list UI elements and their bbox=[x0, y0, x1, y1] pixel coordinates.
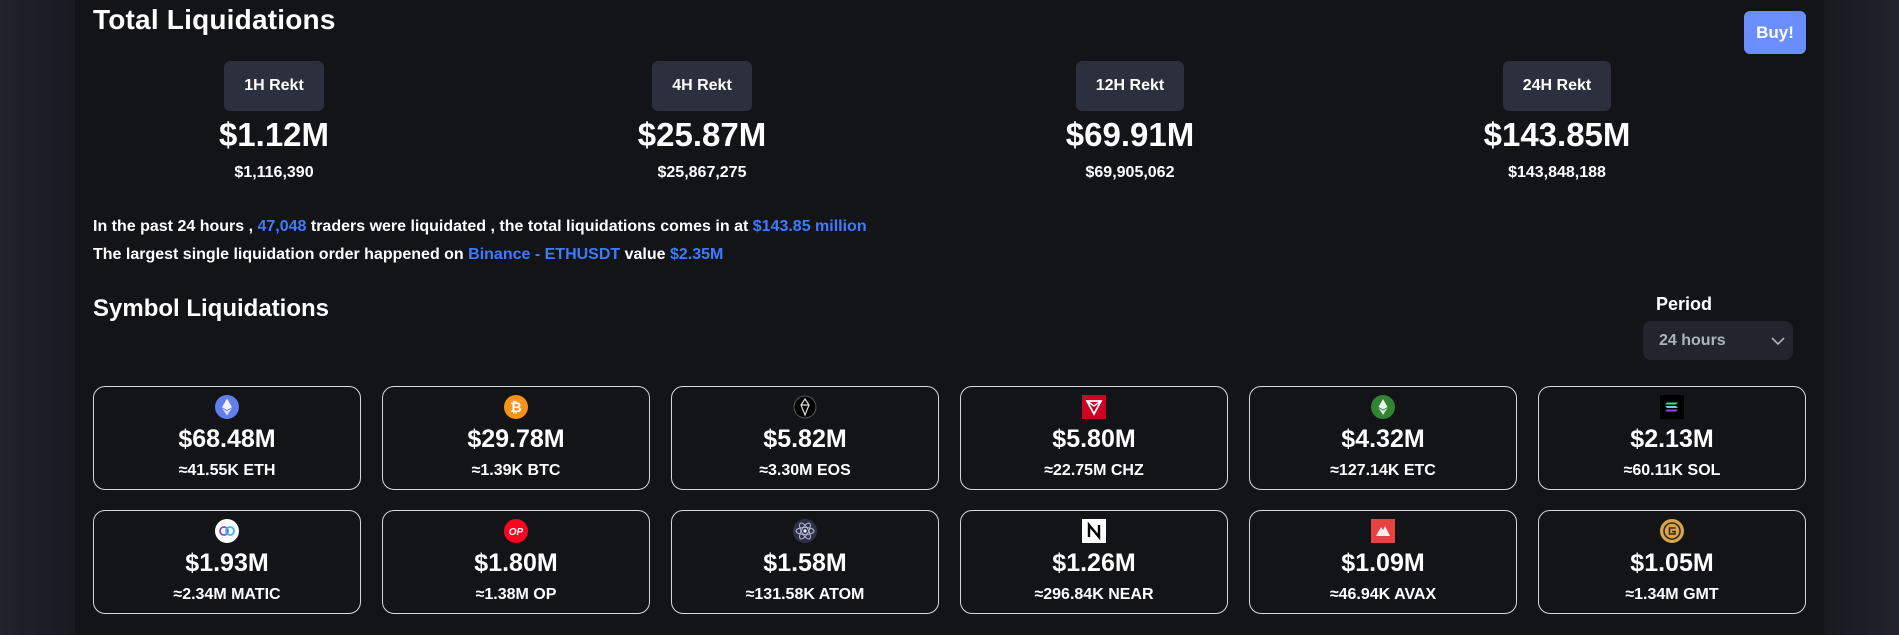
liquidation-summary: In the past 24 hours , 47,048 traders we… bbox=[93, 213, 867, 269]
symbol-card-sol[interactable]: $2.13M ≈60.11K SOL bbox=[1538, 386, 1806, 490]
avax-icon bbox=[1371, 519, 1395, 543]
card-value: $5.80M bbox=[1052, 425, 1136, 453]
rekt-value: $25.87M bbox=[637, 116, 767, 153]
near-icon bbox=[1082, 519, 1106, 543]
rekt-value: $143.85M bbox=[1483, 116, 1631, 153]
sol-icon bbox=[1660, 395, 1684, 419]
symbol-card-gmt[interactable]: $1.05M ≈1.34M GMT bbox=[1538, 510, 1806, 614]
card-amount: ≈41.55K ETH bbox=[178, 462, 276, 479]
card-value: $1.58M bbox=[763, 549, 847, 577]
summary-text: The largest single liquidation order hap… bbox=[93, 246, 464, 263]
card-value: $1.05M bbox=[1630, 549, 1714, 577]
rekt-12h: 12H Rekt $69.91M $69,905,062 bbox=[1020, 61, 1240, 182]
chz-icon bbox=[1082, 395, 1106, 419]
symbol-card-avax[interactable]: $1.09M ≈46.94K AVAX bbox=[1249, 510, 1517, 614]
rekt-exact: $25,867,275 bbox=[657, 164, 747, 181]
rekt-badge[interactable]: 4H Rekt bbox=[652, 61, 752, 111]
rekt-exact: $143,848,188 bbox=[1508, 164, 1606, 181]
largest-order-value: $2.35M bbox=[670, 246, 724, 263]
summary-text: In the past 24 hours , bbox=[93, 218, 254, 235]
symbol-card-near[interactable]: $1.26M ≈296.84K NEAR bbox=[960, 510, 1228, 614]
card-amount: ≈22.75M CHZ bbox=[1044, 462, 1144, 479]
rekt-24h: 24H Rekt $143.85M $143,848,188 bbox=[1447, 61, 1667, 182]
card-amount: ≈1.39K BTC bbox=[471, 462, 561, 479]
period-select[interactable]: 24 hours bbox=[1643, 321, 1793, 360]
svg-text:₿: ₿ bbox=[510, 400, 521, 416]
eos-icon bbox=[793, 395, 817, 419]
symbol-card-op[interactable]: OP $1.80M ≈1.38M OP bbox=[382, 510, 650, 614]
card-amount: ≈1.38M OP bbox=[475, 586, 557, 603]
summary-line-2: The largest single liquidation order hap… bbox=[93, 241, 867, 269]
atom-icon bbox=[793, 519, 817, 543]
symbol-card-chz[interactable]: $5.80M ≈22.75M CHZ bbox=[960, 386, 1228, 490]
card-amount: ≈60.11K SOL bbox=[1623, 462, 1721, 479]
section-title: Symbol Liquidations bbox=[93, 295, 330, 322]
period-label: Period bbox=[1656, 294, 1713, 314]
rekt-value: $1.12M bbox=[218, 116, 330, 153]
symbol-card-eth[interactable]: $68.48M ≈41.55K ETH bbox=[93, 386, 361, 490]
svg-text:OP: OP bbox=[509, 527, 524, 538]
period-value: 24 hours bbox=[1659, 331, 1726, 349]
rekt-badge[interactable]: 1H Rekt bbox=[224, 61, 324, 111]
symbol-card-etc[interactable]: $4.32M ≈127.14K ETC bbox=[1249, 386, 1517, 490]
trader-count: 47,048 bbox=[257, 218, 307, 235]
op-icon: OP bbox=[504, 519, 528, 543]
etc-icon bbox=[1371, 395, 1395, 419]
total-liquidations: $143.85 million bbox=[752, 218, 867, 235]
btc-icon: ₿ bbox=[504, 395, 528, 419]
card-amount: ≈3.30M EOS bbox=[759, 462, 851, 479]
chevron-down-icon bbox=[1763, 336, 1793, 345]
rekt-exact: $1,116,390 bbox=[234, 164, 314, 181]
card-amount: ≈2.34M MATIC bbox=[173, 586, 281, 603]
rekt-badge[interactable]: 24H Rekt bbox=[1502, 61, 1612, 111]
buy-button[interactable]: Buy! bbox=[1744, 11, 1806, 54]
liquidations-panel: Total Liquidations Buy! 1H Rekt $1.12M $… bbox=[75, 0, 1824, 635]
symbol-card-eos[interactable]: $5.82M ≈3.30M EOS bbox=[671, 386, 939, 490]
eth-icon bbox=[215, 395, 239, 419]
rekt-4h: 4H Rekt $25.87M $25,867,275 bbox=[592, 61, 812, 182]
summary-text: value bbox=[624, 246, 666, 263]
card-value: $1.93M bbox=[185, 549, 269, 577]
page-margin-left bbox=[0, 0, 75, 635]
card-value: $29.78M bbox=[467, 425, 565, 453]
card-value: $68.48M bbox=[178, 425, 276, 453]
card-value: $4.32M bbox=[1341, 425, 1425, 453]
card-amount: ≈131.58K ATOM bbox=[745, 586, 865, 603]
card-value: $5.82M bbox=[763, 425, 847, 453]
largest-order-exchange[interactable]: Binance - ETHUSDT bbox=[468, 246, 621, 263]
page-margin-right bbox=[1824, 0, 1899, 635]
summary-text: traders were liquidated , the total liqu… bbox=[310, 218, 749, 235]
card-value: $1.09M bbox=[1341, 549, 1425, 577]
page-title: Total Liquidations bbox=[93, 4, 336, 35]
card-amount: ≈127.14K ETC bbox=[1330, 462, 1436, 479]
gmt-icon bbox=[1660, 519, 1684, 543]
card-value: $1.80M bbox=[474, 549, 558, 577]
card-amount: ≈46.94K AVAX bbox=[1329, 586, 1437, 603]
card-amount: ≈296.84K NEAR bbox=[1034, 586, 1154, 603]
summary-line-1: In the past 24 hours , 47,048 traders we… bbox=[93, 213, 867, 241]
rekt-value: $69.91M bbox=[1065, 116, 1195, 153]
symbol-card-atom[interactable]: $1.58M ≈131.58K ATOM bbox=[671, 510, 939, 614]
rekt-exact: $69,905,062 bbox=[1085, 164, 1175, 181]
symbol-card-matic[interactable]: $1.93M ≈2.34M MATIC bbox=[93, 510, 361, 614]
card-value: $2.13M bbox=[1630, 425, 1714, 453]
matic-icon bbox=[215, 519, 239, 543]
card-amount: ≈1.34M GMT bbox=[1625, 586, 1719, 603]
rekt-badge[interactable]: 12H Rekt bbox=[1075, 61, 1185, 111]
card-value: $1.26M bbox=[1052, 549, 1136, 577]
symbol-card-btc[interactable]: ₿ $29.78M ≈1.39K BTC bbox=[382, 386, 650, 490]
rekt-1h: 1H Rekt $1.12M $1,116,390 bbox=[164, 61, 384, 182]
